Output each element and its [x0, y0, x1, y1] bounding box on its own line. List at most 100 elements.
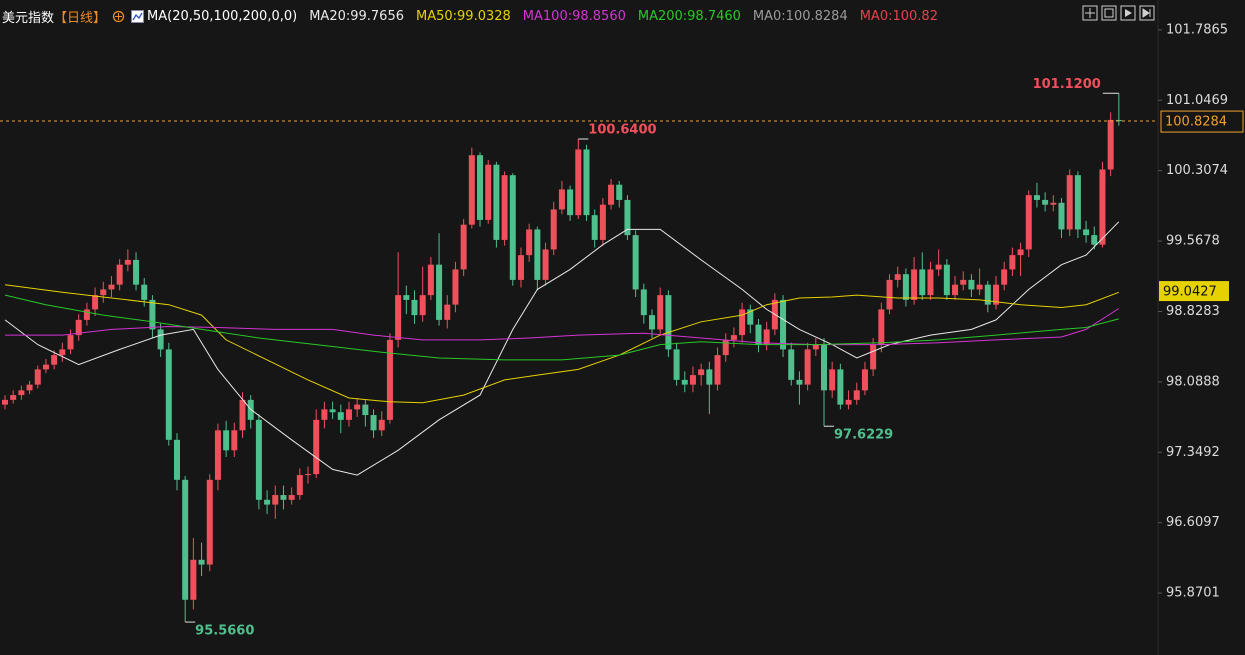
candle-body	[173, 439, 180, 480]
candle-body	[730, 335, 737, 340]
legend-entry: MA50:99.0328	[416, 8, 511, 24]
candle-body	[190, 559, 197, 600]
candle-body	[804, 349, 811, 385]
chart-title: 美元指数	[2, 10, 55, 26]
candle-body	[722, 339, 729, 356]
candle-body	[10, 395, 17, 400]
candle-body	[141, 284, 148, 300]
candle-body	[92, 295, 99, 310]
icon-line	[1104, 8, 1114, 18]
candle-body	[902, 274, 909, 300]
candle-body	[1099, 169, 1106, 245]
indicator-icon[interactable]	[131, 9, 145, 23]
candle-body	[378, 419, 385, 431]
icon-end[interactable]	[1139, 5, 1155, 21]
candle-body	[739, 309, 746, 336]
candle-body	[575, 149, 582, 216]
candle-body	[567, 189, 574, 216]
candle-body	[198, 559, 205, 565]
candle-body	[2, 399, 8, 405]
y-tick-label: 98.8283	[1166, 304, 1220, 319]
candle-body	[698, 369, 705, 376]
y-tick-label: 96.6097	[1166, 515, 1220, 530]
y-tick-label: 101.7865	[1166, 22, 1228, 37]
candle-body	[681, 379, 688, 385]
y-tick-label: 99.5678	[1166, 234, 1220, 249]
candle-body	[919, 269, 926, 296]
icon-crosshair[interactable]	[1082, 5, 1098, 21]
annotation-label: 95.5660	[195, 624, 254, 639]
candle-body	[214, 430, 221, 480]
candle-body	[165, 349, 172, 440]
candle-body	[75, 319, 82, 336]
candle-body	[452, 269, 459, 305]
candle-body	[34, 369, 41, 385]
candle-body	[313, 419, 320, 475]
candle-body	[436, 264, 443, 320]
candle-body	[976, 284, 983, 290]
annotation-label: 100.6400	[588, 122, 656, 137]
candle-body	[763, 329, 770, 345]
candle-body	[100, 289, 107, 296]
candle-body	[280, 495, 287, 500]
add-icon[interactable]	[112, 10, 125, 23]
candle-body	[182, 479, 189, 600]
candle-body	[911, 269, 918, 300]
candle-body	[640, 289, 647, 316]
candle-body	[1001, 269, 1008, 285]
candle-body	[255, 419, 262, 500]
candle-body	[354, 404, 361, 410]
candle-body	[657, 295, 664, 330]
candle-body	[952, 284, 959, 296]
icon-play[interactable]	[1120, 5, 1136, 21]
candle-body	[272, 495, 279, 505]
marker-price-box	[1159, 281, 1229, 302]
candle-body	[1017, 249, 1024, 256]
candle-body	[1107, 119, 1114, 170]
candle-body	[992, 284, 999, 305]
icon-line	[1142, 8, 1151, 18]
candle-body	[288, 495, 295, 500]
candle-body	[583, 149, 590, 216]
period-label[interactable]: 【日线】	[54, 10, 107, 26]
last-price-label: 100.8284	[1165, 115, 1227, 130]
legend-entry: MA100:98.8560	[522, 8, 626, 24]
candle-body	[706, 369, 713, 385]
candle-body	[1058, 202, 1065, 230]
candle-body	[943, 264, 950, 296]
ma-line	[5, 308, 1120, 346]
candle-body	[780, 299, 787, 350]
candle-body	[608, 184, 615, 205]
candle-body	[517, 255, 524, 280]
candle-body	[894, 274, 901, 280]
legend: MA(20,50,100,200,0,0) MA20:99.7656 MA50:9…	[147, 9, 938, 24]
candle-body	[427, 264, 434, 296]
candle-body	[689, 375, 696, 385]
candle-body	[788, 349, 795, 380]
candle-body	[370, 415, 377, 431]
candle-body	[345, 409, 352, 420]
icon-zoom[interactable]	[1101, 5, 1117, 21]
candle-body	[649, 315, 656, 330]
ma-line	[4, 294, 1119, 361]
candle-body	[837, 369, 844, 405]
candle-body	[83, 309, 90, 320]
candle-body	[755, 324, 762, 345]
candle-body	[444, 304, 451, 320]
candle-body	[59, 349, 66, 356]
candle-body	[853, 390, 860, 400]
candle-body	[124, 259, 131, 265]
last-price-box	[1160, 110, 1244, 133]
candle-body	[845, 399, 852, 405]
candle-body	[632, 235, 639, 290]
candle-body	[395, 295, 402, 340]
candle-body	[870, 344, 877, 370]
y-tick-label: 95.8701	[1166, 586, 1220, 601]
toolbar-icons[interactable]	[1082, 5, 1155, 21]
candle-body	[468, 155, 475, 225]
annotation-label: 101.1200	[1033, 77, 1101, 92]
candle-body	[509, 175, 516, 280]
candle-body	[1042, 199, 1049, 205]
candle-body	[149, 299, 156, 330]
